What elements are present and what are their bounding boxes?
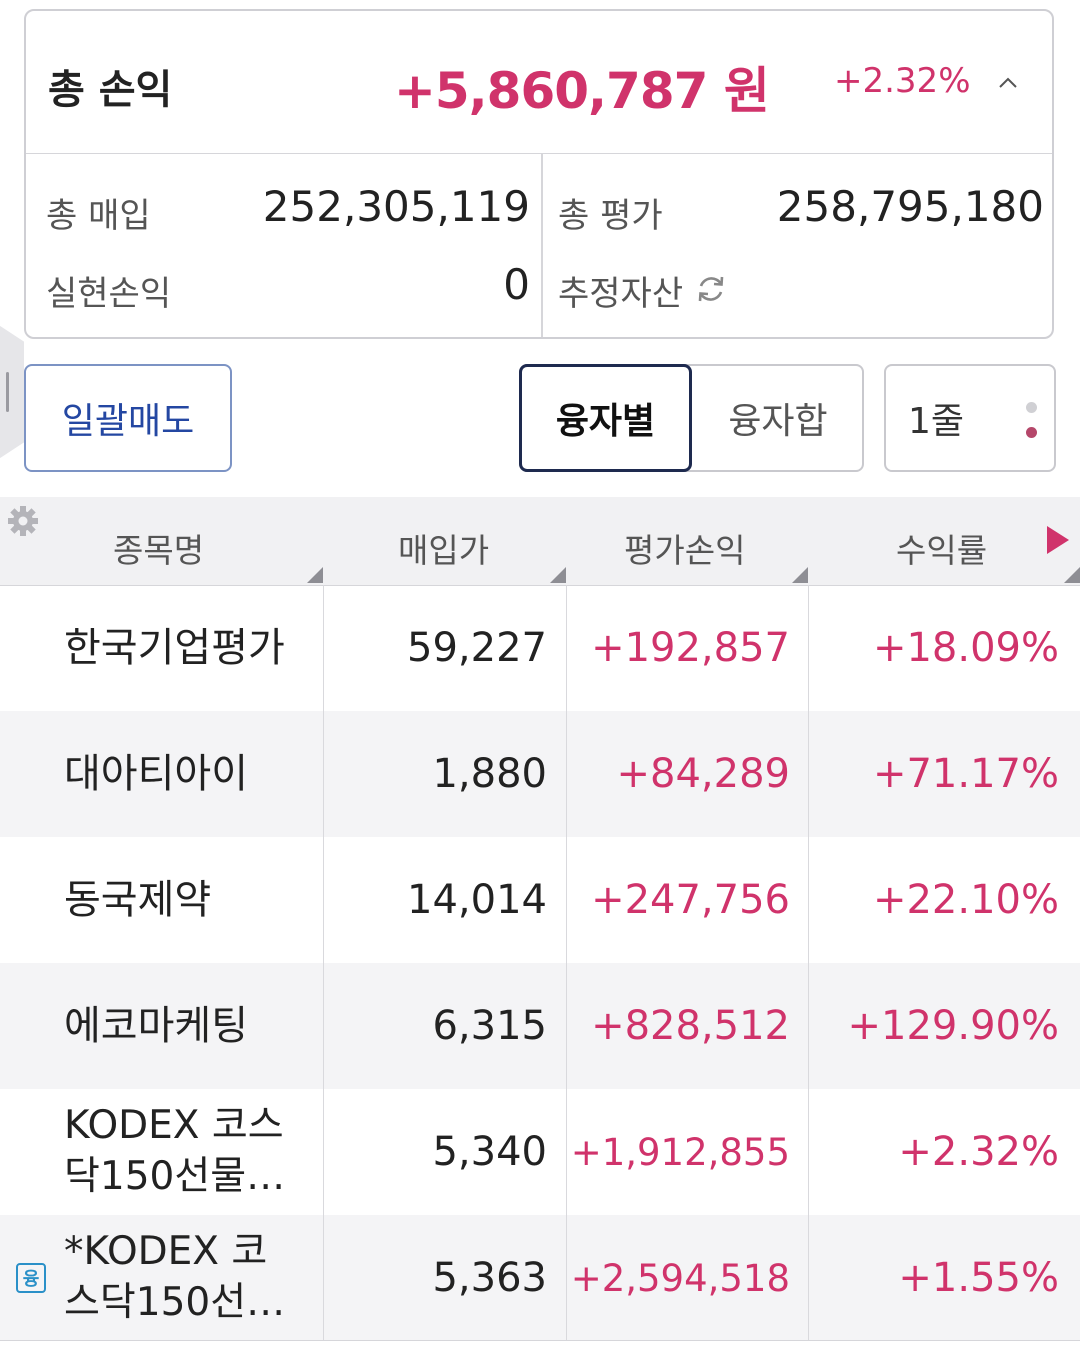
refresh-icon[interactable] bbox=[694, 272, 728, 306]
sort-indicator-icon bbox=[307, 567, 323, 583]
tab-loan-sum[interactable]: 융자합 bbox=[728, 401, 828, 442]
header-return-rate[interactable]: 수익률 bbox=[896, 531, 988, 570]
loan-view-toggle: 융자별 융자합 bbox=[519, 364, 864, 472]
side-drawer-handle[interactable] bbox=[0, 322, 24, 462]
eval-pnl: +1,912,855 bbox=[570, 1130, 790, 1174]
return-rate: +2.32% bbox=[898, 1129, 1059, 1175]
return-rate: +71.17% bbox=[872, 751, 1059, 797]
total-pnl-amount: +5,860,787 원 bbox=[394, 62, 770, 120]
buy-price: 5,340 bbox=[432, 1129, 547, 1175]
realized-pnl-value: 0 bbox=[503, 260, 530, 309]
column-divider bbox=[566, 585, 567, 1341]
column-divider bbox=[323, 585, 324, 1341]
chevron-up-icon[interactable] bbox=[998, 73, 1018, 93]
realized-pnl-label: 실현손익 bbox=[46, 274, 172, 314]
total-valuation-label: 총 평가 bbox=[558, 196, 663, 236]
tab-by-loan[interactable]: 융자별 bbox=[519, 364, 692, 472]
drawer-grip-icon bbox=[6, 372, 9, 412]
stock-name: 한국기업평가 bbox=[64, 625, 285, 671]
line-count-label: 1줄 bbox=[908, 401, 965, 442]
buy-price: 59,227 bbox=[407, 625, 547, 671]
summary-divider bbox=[541, 154, 543, 337]
table-row[interactable]: 융 *KODEX 코 스닥150선… 5,363 +2,594,518 +1.5… bbox=[0, 1215, 1080, 1341]
buy-price: 1,880 bbox=[432, 751, 547, 797]
total-purchase-label: 총 매입 bbox=[46, 196, 151, 236]
table-header bbox=[0, 497, 1080, 586]
table-row[interactable]: 한국기업평가 59,227 +192,857 +18.09% bbox=[0, 585, 1080, 711]
eval-pnl: +84,289 bbox=[616, 751, 790, 797]
buy-price: 14,014 bbox=[407, 877, 547, 923]
total-pnl-card: 총 손익 +5,860,787 원 +2.32% 총 매입 252,305,11… bbox=[24, 9, 1054, 339]
column-divider bbox=[808, 585, 809, 1341]
table-row[interactable]: 동국제약 14,014 +247,756 +22.10% bbox=[0, 837, 1080, 963]
buy-price: 6,315 bbox=[432, 1003, 547, 1049]
stock-name-line1: KODEX 코스 bbox=[64, 1103, 284, 1149]
return-rate: +1.55% bbox=[898, 1255, 1059, 1301]
stock-name: 동국제약 bbox=[64, 877, 212, 923]
next-columns-arrow-icon[interactable] bbox=[1047, 526, 1069, 554]
eval-pnl: +828,512 bbox=[591, 1003, 790, 1049]
eval-pnl: +2,594,518 bbox=[570, 1256, 790, 1300]
table-bottom-border bbox=[0, 1340, 1080, 1341]
stock-name-line2: 닥150선물… bbox=[64, 1154, 286, 1199]
stock-name: KODEX 코스 닥150선물… bbox=[64, 1089, 314, 1215]
total-valuation-value: 258,795,180 bbox=[776, 182, 1044, 231]
estimated-assets-label: 추정자산 bbox=[558, 274, 684, 314]
eval-pnl: +247,756 bbox=[591, 877, 790, 923]
return-rate: +22.10% bbox=[872, 877, 1059, 923]
total-purchase-value: 252,305,119 bbox=[262, 182, 530, 231]
stock-name: *KODEX 코 스닥150선… bbox=[64, 1215, 314, 1341]
header-stock-name[interactable]: 종목명 bbox=[113, 531, 205, 570]
eval-pnl: +192,857 bbox=[591, 625, 790, 671]
gear-icon[interactable] bbox=[6, 504, 40, 538]
sort-indicator-icon bbox=[1064, 567, 1080, 583]
total-pnl-header[interactable]: 총 손익 +5,860,787 원 +2.32% bbox=[26, 11, 1052, 154]
stock-name-line2: 스닥150선… bbox=[64, 1280, 286, 1325]
line-count-selector[interactable]: 1줄 bbox=[884, 364, 1056, 472]
stock-name: 에코마케팅 bbox=[64, 1003, 248, 1049]
table-row[interactable]: 대아티아이 1,880 +84,289 +71.17% bbox=[0, 711, 1080, 837]
sort-indicator-icon bbox=[792, 567, 808, 583]
stock-name-line1: *KODEX 코 bbox=[64, 1229, 268, 1275]
total-pnl-rate: +2.32% bbox=[834, 61, 971, 101]
return-rate: +18.09% bbox=[872, 625, 1059, 671]
total-pnl-title: 총 손익 bbox=[48, 67, 173, 113]
header-eval-pnl[interactable]: 평가손익 bbox=[624, 531, 746, 570]
header-buy-price[interactable]: 매입가 bbox=[398, 531, 490, 570]
bulk-sell-button[interactable]: 일괄매도 bbox=[24, 364, 232, 472]
more-dots-icon bbox=[1026, 402, 1038, 438]
table-row[interactable]: KODEX 코스 닥150선물… 5,340 +1,912,855 +2.32% bbox=[0, 1089, 1080, 1215]
sort-indicator-icon bbox=[550, 567, 566, 583]
return-rate: +129.90% bbox=[847, 1003, 1059, 1049]
buy-price: 5,363 bbox=[432, 1255, 547, 1301]
table-row[interactable]: 에코마케팅 6,315 +828,512 +129.90% bbox=[0, 963, 1080, 1089]
stock-name: 대아티아이 bbox=[64, 751, 248, 797]
loan-badge: 융 bbox=[16, 1263, 46, 1293]
